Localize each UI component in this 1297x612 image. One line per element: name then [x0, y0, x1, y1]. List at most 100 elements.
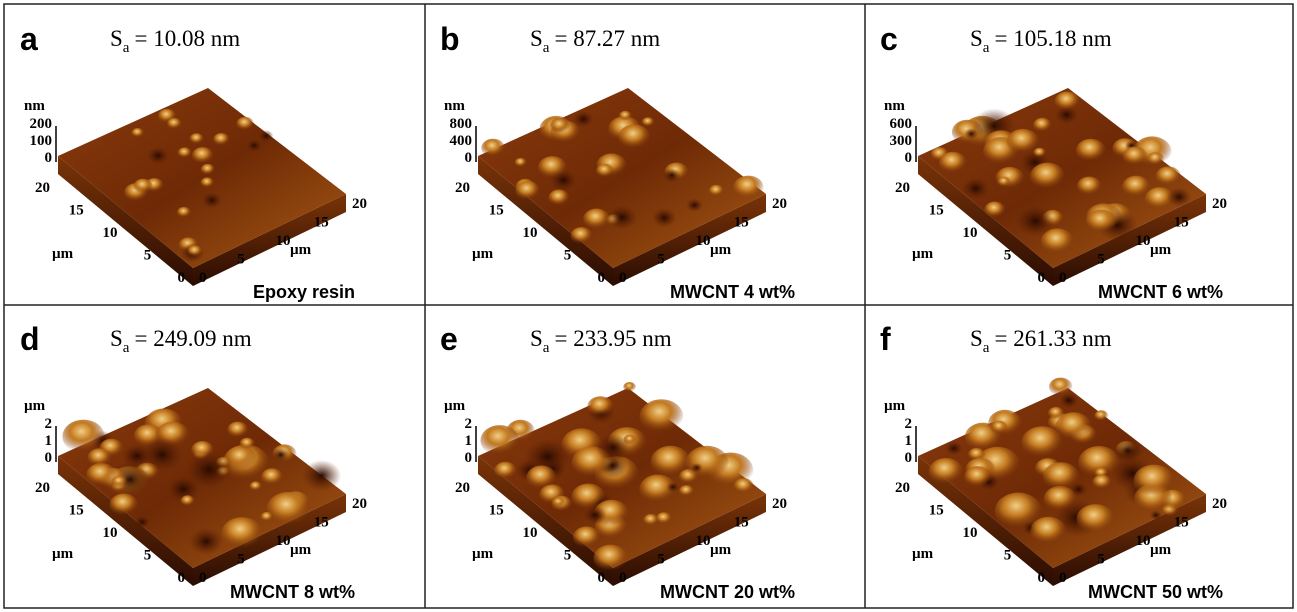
surface-pit	[147, 147, 169, 164]
x-tick-label: 5	[237, 252, 245, 268]
surface-bump	[188, 245, 203, 257]
z-tick-label: 0	[905, 450, 913, 466]
surface-pit	[964, 128, 978, 139]
surface-bump	[1043, 462, 1079, 491]
y-tick-label: 0	[178, 570, 186, 586]
x-tick-label: 20	[352, 196, 367, 212]
surface-pit	[247, 140, 262, 152]
surface-bump	[734, 478, 754, 494]
x-tick-label: 15	[314, 215, 329, 231]
surface-bump	[178, 147, 192, 158]
surface-bump	[240, 438, 255, 450]
surface-bump	[227, 422, 248, 439]
surface-bump	[110, 494, 139, 517]
x-unit: µm	[1150, 242, 1172, 258]
surface-bump	[1076, 504, 1114, 534]
surface-pit	[1150, 510, 1162, 520]
surface-bump	[177, 207, 191, 218]
x-tick-label: 5	[1097, 552, 1105, 568]
surface-pit	[584, 506, 607, 524]
panel-letter: f	[880, 321, 891, 357]
panel-letter: c	[880, 21, 898, 57]
surface-bump	[1134, 465, 1175, 498]
figure: aSa= 10.08 nmnm20010002015105005101520µm…	[0, 0, 1297, 612]
surface-bump	[1147, 152, 1164, 166]
surface-bump	[583, 209, 610, 231]
z-unit: nm	[444, 98, 465, 114]
surface-bump	[642, 117, 655, 127]
surface-bump	[181, 495, 195, 506]
sa-symbol: S	[110, 326, 123, 351]
sa-value: = 233.95 nm	[554, 326, 671, 351]
x-tick-label: 20	[1212, 196, 1227, 212]
surface-bump	[88, 448, 112, 467]
surface-bump	[1030, 517, 1066, 546]
x-tick-label: 10	[696, 233, 711, 249]
surface-bump	[494, 462, 517, 480]
surface-pit	[691, 463, 703, 473]
surface-bump	[480, 425, 519, 456]
panel-letter: a	[20, 21, 38, 57]
caption: MWCNT 4 wt%	[670, 282, 795, 302]
x-tick-label: 10	[276, 533, 291, 549]
x-tick-label: 0	[1059, 270, 1067, 286]
y-tick-label: 15	[69, 503, 84, 519]
y-tick-label: 15	[929, 503, 944, 519]
surface-bump	[1055, 92, 1080, 112]
surface-bump	[250, 481, 262, 491]
y-unit: µm	[912, 246, 934, 262]
z-tick-label: 2	[465, 416, 473, 432]
surface-bump	[1123, 147, 1148, 167]
roughness-label: Sa= 87.27 nm	[530, 26, 660, 56]
x-tick-label: 15	[734, 215, 749, 231]
y-unit: µm	[52, 246, 74, 262]
z-tick-label: 2	[45, 416, 53, 432]
surface-bump	[1094, 410, 1108, 421]
surface-bump	[998, 177, 1011, 187]
surface-bump	[1077, 177, 1102, 197]
sa-subscript: a	[123, 40, 130, 56]
x-tick-label: 5	[1097, 252, 1105, 268]
surface-pit	[945, 441, 963, 455]
z-tick-label: 0	[45, 150, 53, 166]
surface-bump	[111, 476, 127, 489]
y-tick-label: 20	[895, 480, 910, 496]
x-unit: µm	[710, 242, 732, 258]
roughness-label: Sa= 249.09 nm	[110, 326, 252, 356]
surface-bump	[515, 158, 527, 168]
surface-pit	[962, 178, 989, 200]
surface-bump	[1093, 475, 1112, 490]
y-tick-label: 5	[1004, 248, 1012, 264]
y-tick-label: 20	[895, 180, 910, 196]
y-tick-label: 5	[564, 248, 572, 264]
surface-bump	[526, 466, 556, 490]
x-tick-label: 20	[772, 496, 787, 512]
surface-bump	[552, 497, 565, 507]
y-tick-label: 20	[35, 480, 50, 496]
surface-pit	[1016, 205, 1056, 237]
y-tick-label: 15	[489, 503, 504, 519]
surface-bump	[643, 514, 658, 526]
z-tick-label: 2	[905, 416, 913, 432]
roughness-label: Sa= 233.95 nm	[530, 326, 672, 356]
surface-bump	[596, 164, 614, 178]
z-tick-label: 0	[905, 150, 913, 166]
page: aSa= 10.08 nmnm20010002015105005101520µm…	[0, 0, 1297, 612]
z-tick-label: 600	[890, 116, 913, 132]
caption: MWCNT 50 wt%	[1088, 582, 1223, 602]
x-unit: µm	[290, 242, 312, 258]
sa-subscript: a	[123, 340, 130, 356]
surface-bump	[1033, 118, 1051, 133]
surface-bump	[267, 492, 310, 527]
x-unit: µm	[710, 542, 732, 558]
y-tick-label: 15	[489, 203, 504, 219]
x-tick-label: 0	[199, 570, 207, 586]
panel: fSa= 261.33 nmµm2102015105005101520µmµmM…	[880, 321, 1227, 602]
surface-bump	[261, 512, 274, 522]
surface-bump	[190, 133, 204, 144]
surface-pit	[134, 516, 150, 528]
surface-bump	[709, 185, 724, 197]
z-unit: µm	[24, 398, 46, 414]
panel: aSa= 10.08 nmnm20010002015105005101520µm…	[20, 21, 367, 302]
